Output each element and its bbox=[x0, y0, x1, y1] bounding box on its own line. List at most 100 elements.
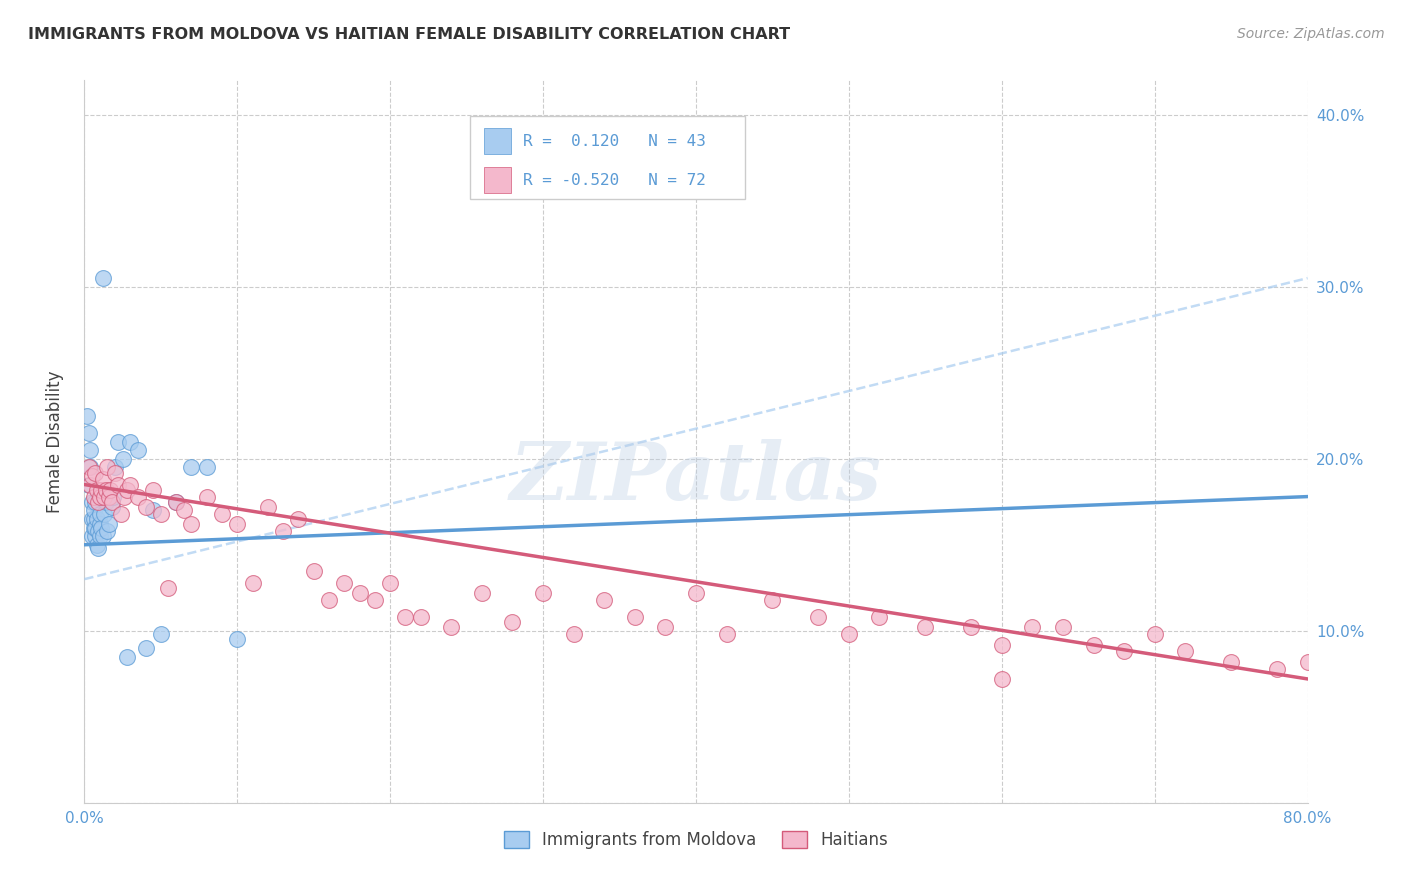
Point bbox=[1265, 662, 1288, 676]
Point bbox=[93, 490, 115, 504]
FancyBboxPatch shape bbox=[484, 128, 512, 153]
Point bbox=[104, 460, 127, 475]
Point bbox=[89, 490, 111, 504]
Point bbox=[97, 490, 120, 504]
Point bbox=[115, 483, 138, 497]
Point bbox=[94, 483, 117, 497]
Y-axis label: Female Disability: Female Disability bbox=[45, 370, 63, 513]
Point bbox=[211, 507, 233, 521]
Point bbox=[149, 507, 172, 521]
Point bbox=[111, 451, 134, 466]
Point bbox=[104, 466, 127, 480]
Point bbox=[107, 477, 129, 491]
Point bbox=[91, 529, 114, 543]
Point bbox=[593, 592, 616, 607]
Point bbox=[90, 483, 112, 497]
Point bbox=[86, 483, 108, 497]
Point bbox=[685, 586, 707, 600]
Point bbox=[271, 524, 294, 538]
Point bbox=[991, 672, 1014, 686]
Point bbox=[364, 592, 387, 607]
Point bbox=[838, 627, 860, 641]
Point bbox=[94, 494, 117, 508]
Point bbox=[1174, 644, 1197, 658]
Point bbox=[562, 627, 585, 641]
Point bbox=[87, 494, 110, 508]
Point bbox=[991, 638, 1014, 652]
Point bbox=[257, 500, 280, 514]
Point bbox=[77, 460, 100, 475]
Point bbox=[101, 500, 124, 514]
Point bbox=[180, 517, 202, 532]
Point bbox=[1143, 627, 1166, 641]
Point bbox=[98, 483, 121, 497]
Point bbox=[409, 610, 432, 624]
Point bbox=[807, 610, 830, 624]
Point bbox=[87, 524, 110, 538]
Point bbox=[173, 503, 195, 517]
Point bbox=[914, 620, 936, 634]
Point bbox=[107, 434, 129, 449]
Point bbox=[318, 592, 340, 607]
Point bbox=[91, 472, 114, 486]
Point bbox=[1220, 655, 1243, 669]
Point bbox=[87, 541, 110, 556]
Point bbox=[440, 620, 463, 634]
Point bbox=[80, 494, 103, 508]
Point bbox=[654, 620, 676, 634]
Point bbox=[135, 500, 157, 514]
Point bbox=[471, 586, 494, 600]
Point bbox=[76, 409, 98, 423]
Point bbox=[110, 507, 132, 521]
Text: IMMIGRANTS FROM MOLDOVA VS HAITIAN FEMALE DISABILITY CORRELATION CHART: IMMIGRANTS FROM MOLDOVA VS HAITIAN FEMAL… bbox=[28, 27, 790, 42]
Point bbox=[77, 477, 100, 491]
Point bbox=[115, 649, 138, 664]
Point bbox=[79, 460, 101, 475]
Point bbox=[135, 640, 157, 655]
Point bbox=[165, 494, 187, 508]
Point bbox=[80, 469, 103, 483]
Point bbox=[83, 490, 105, 504]
Point bbox=[91, 271, 114, 285]
Point bbox=[83, 503, 105, 517]
Point bbox=[80, 529, 103, 543]
Text: Source: ZipAtlas.com: Source: ZipAtlas.com bbox=[1237, 27, 1385, 41]
Point bbox=[127, 490, 149, 504]
Point bbox=[84, 529, 107, 543]
Point bbox=[180, 460, 202, 475]
Point bbox=[624, 610, 647, 624]
Point bbox=[157, 581, 180, 595]
Point bbox=[142, 483, 165, 497]
Point bbox=[103, 490, 125, 504]
Point bbox=[287, 512, 309, 526]
Point bbox=[394, 610, 416, 624]
Point bbox=[79, 477, 101, 491]
Point bbox=[84, 466, 107, 480]
Point bbox=[869, 610, 891, 624]
Point bbox=[127, 443, 149, 458]
Text: R =  0.120   N = 43: R = 0.120 N = 43 bbox=[523, 134, 706, 149]
Point bbox=[89, 529, 111, 543]
Point bbox=[1083, 638, 1105, 652]
Point bbox=[195, 460, 218, 475]
Point bbox=[1021, 620, 1043, 634]
Text: ZIPatlas: ZIPatlas bbox=[510, 439, 882, 516]
Legend: Immigrants from Moldova, Haitians: Immigrants from Moldova, Haitians bbox=[498, 824, 894, 856]
Point bbox=[165, 494, 187, 508]
Point bbox=[83, 512, 105, 526]
Point bbox=[86, 538, 108, 552]
Point bbox=[80, 512, 103, 526]
Point bbox=[96, 460, 118, 475]
Point bbox=[97, 517, 120, 532]
Point bbox=[502, 615, 524, 630]
Point bbox=[349, 586, 371, 600]
Point bbox=[84, 520, 107, 534]
Point bbox=[86, 512, 108, 526]
Point bbox=[1052, 620, 1074, 634]
Point bbox=[149, 627, 172, 641]
Point bbox=[93, 507, 115, 521]
Point bbox=[84, 494, 107, 508]
Point bbox=[83, 520, 105, 534]
Point bbox=[79, 443, 101, 458]
Text: R = -0.520   N = 72: R = -0.520 N = 72 bbox=[523, 173, 706, 187]
